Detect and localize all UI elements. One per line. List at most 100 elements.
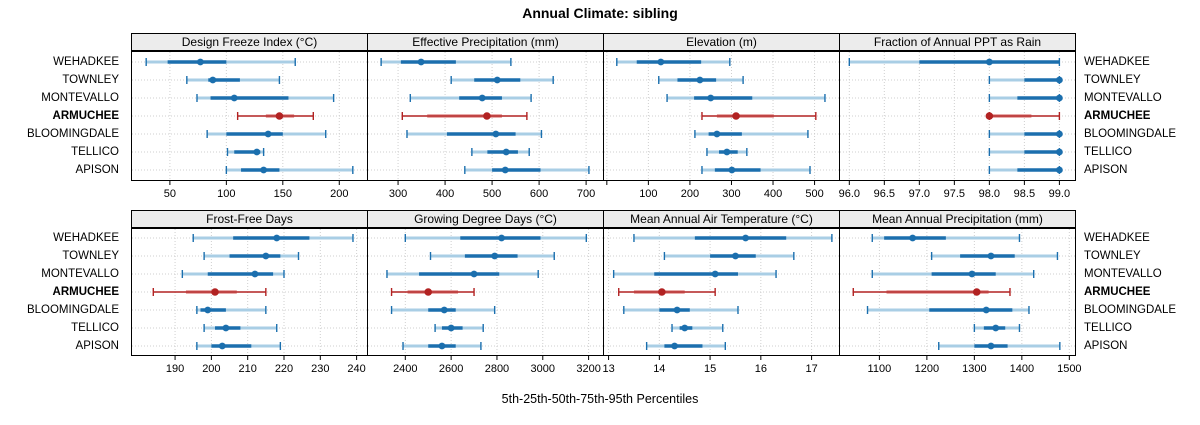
- series-WEHADKEE: [145, 58, 296, 66]
- series-WEHADKEE: [871, 234, 1021, 242]
- median-dot: [1055, 130, 1063, 138]
- panel-effective-precipitation: Effective Precipitation (mm) 300 400 500 60…: [367, 33, 604, 205]
- median-dot: [218, 342, 226, 350]
- svg-text:15: 15: [704, 363, 716, 375]
- median-dot: [723, 148, 731, 156]
- median-dot: [196, 58, 204, 66]
- site-label-tellico: TELLICO: [71, 322, 119, 334]
- median-dot: [671, 342, 678, 350]
- svg-text:17: 17: [805, 363, 817, 375]
- svg-text:210: 210: [239, 363, 257, 375]
- svg-text:400: 400: [764, 188, 782, 200]
- series-TELLICO: [226, 148, 265, 156]
- series-TELLICO: [973, 324, 1021, 332]
- site-labels-right-bottom: WEHADKEE TOWNLEY MONTEVALLO ARMUCHEE BLOOMIN…: [1084, 228, 1200, 356]
- svg-text:500: 500: [805, 188, 823, 200]
- median-dot: [713, 130, 721, 138]
- panel-fraction-ppt-rain: Fraction of Annual PPT as Rain 96.0 96.5 9…: [839, 33, 1076, 205]
- median-dot: [728, 166, 736, 174]
- svg-text:96.0: 96.0: [839, 188, 860, 200]
- median-dot: [260, 166, 268, 174]
- median-dot: [742, 234, 750, 242]
- median-dot: [992, 324, 1000, 332]
- median-dot: [447, 324, 455, 332]
- series-MONTEVALLO: [386, 270, 539, 278]
- series-TELLICO: [434, 324, 484, 332]
- site-label-apison: APISON: [1084, 340, 1128, 352]
- median-dot: [204, 306, 212, 314]
- median-dot: [707, 94, 715, 102]
- mean-annual-air-temperature-plot: 13 14 15 16 17: [602, 228, 840, 375]
- series-TOWNLEY: [450, 76, 554, 84]
- svg-text:1200: 1200: [915, 363, 939, 375]
- series-MONTEVALLO: [196, 94, 335, 102]
- series-BLOOMINGDALE: [988, 130, 1063, 138]
- median-dot: [1055, 76, 1063, 84]
- median-dot: [498, 234, 505, 242]
- site-label-bloomingdale: BLOOMINGDALE: [26, 304, 119, 316]
- series-TOWNLEY: [186, 76, 281, 84]
- svg-text:2800: 2800: [485, 363, 509, 375]
- series-ARMUCHEE: [236, 112, 314, 120]
- median-dot: [491, 252, 499, 260]
- series-ARMUCHEE: [701, 112, 817, 120]
- median-dot: [501, 166, 509, 174]
- site-labels-left-bottom: WEHADKEE TOWNLEY MONTEVALLO ARMUCHEE BLOOMIN…: [0, 228, 125, 356]
- series-BLOOMINGDALE: [206, 130, 327, 138]
- median-dot: [972, 288, 981, 296]
- median-dot: [478, 94, 486, 102]
- fraction-ppt-rain-plot: 96.0 96.5 97.0 97.5 98.0 98.5 99.0: [839, 51, 1076, 200]
- median-dot: [262, 252, 270, 260]
- percentiles-caption: 5th-25th-50th-75th-95th Percentiles: [501, 392, 699, 406]
- median-dot: [253, 148, 261, 156]
- svg-text:96.5: 96.5: [874, 188, 895, 200]
- median-dot: [658, 288, 666, 296]
- median-dot: [211, 288, 219, 296]
- median-dot: [657, 58, 665, 66]
- svg-text:1100: 1100: [868, 363, 892, 375]
- series-APISON: [225, 166, 354, 174]
- median-dot: [711, 270, 719, 278]
- median-dot: [909, 234, 917, 242]
- panel-strip-title: Elevation (m): [603, 33, 840, 51]
- svg-text:97.0: 97.0: [909, 188, 930, 200]
- median-dot: [1055, 94, 1063, 102]
- site-label-apison: APISON: [1084, 164, 1128, 176]
- site-label-wehadkee: WEHADKEE: [1084, 56, 1150, 68]
- panel-design-freeze-index: Design Freeze Index (°C) 50 100 150 200: [131, 33, 368, 205]
- series-BLOOMINGDALE: [866, 306, 1030, 314]
- series-WEHADKEE: [848, 58, 1061, 66]
- growing-degree-days-plot: 2400 2600 2800 3000 3200: [367, 228, 604, 375]
- svg-text:300: 300: [389, 188, 407, 200]
- site-label-montevallo: MONTEVALLO: [1084, 268, 1162, 280]
- svg-text:220: 220: [275, 363, 293, 375]
- elevation-plot: 100 200 300 400 500: [603, 51, 840, 200]
- svg-text:50: 50: [164, 188, 176, 200]
- site-label-townley: TOWNLEY: [1084, 74, 1141, 86]
- series-BLOOMINGDALE: [196, 306, 267, 314]
- panel-strip-title: Mean Annual Precipitation (mm): [839, 210, 1076, 228]
- median-dot: [696, 76, 704, 84]
- site-label-bloomingdale: BLOOMINGDALE: [1084, 304, 1177, 316]
- median-dot: [209, 76, 217, 84]
- median-dot: [251, 270, 259, 278]
- svg-text:500: 500: [483, 188, 501, 200]
- series-TOWNLEY: [429, 252, 555, 260]
- series-APISON: [402, 342, 482, 350]
- median-dot: [483, 112, 491, 120]
- series-TELLICO: [988, 148, 1063, 156]
- median-dot: [982, 306, 990, 314]
- svg-text:100: 100: [639, 188, 657, 200]
- series-WEHADKEE: [380, 58, 512, 66]
- panel-strip-title: Growing Degree Days (°C): [367, 210, 604, 228]
- median-dot: [424, 288, 433, 296]
- panel-elevation: Elevation (m) 100 200 300 400 500: [603, 33, 840, 205]
- median-dot: [1055, 148, 1063, 156]
- panel-growing-degree-days: Growing Degree Days (°C) 2400 2600 2800 300…: [367, 210, 604, 380]
- effective-precipitation-plot: 300 400 500 600 700: [367, 51, 604, 200]
- svg-text:98.0: 98.0: [979, 188, 1000, 200]
- svg-text:150: 150: [274, 188, 292, 200]
- series-WEHADKEE: [616, 58, 731, 66]
- series-TOWNLEY: [658, 76, 744, 84]
- site-label-armuchee: ARMUCHEE: [1084, 286, 1151, 298]
